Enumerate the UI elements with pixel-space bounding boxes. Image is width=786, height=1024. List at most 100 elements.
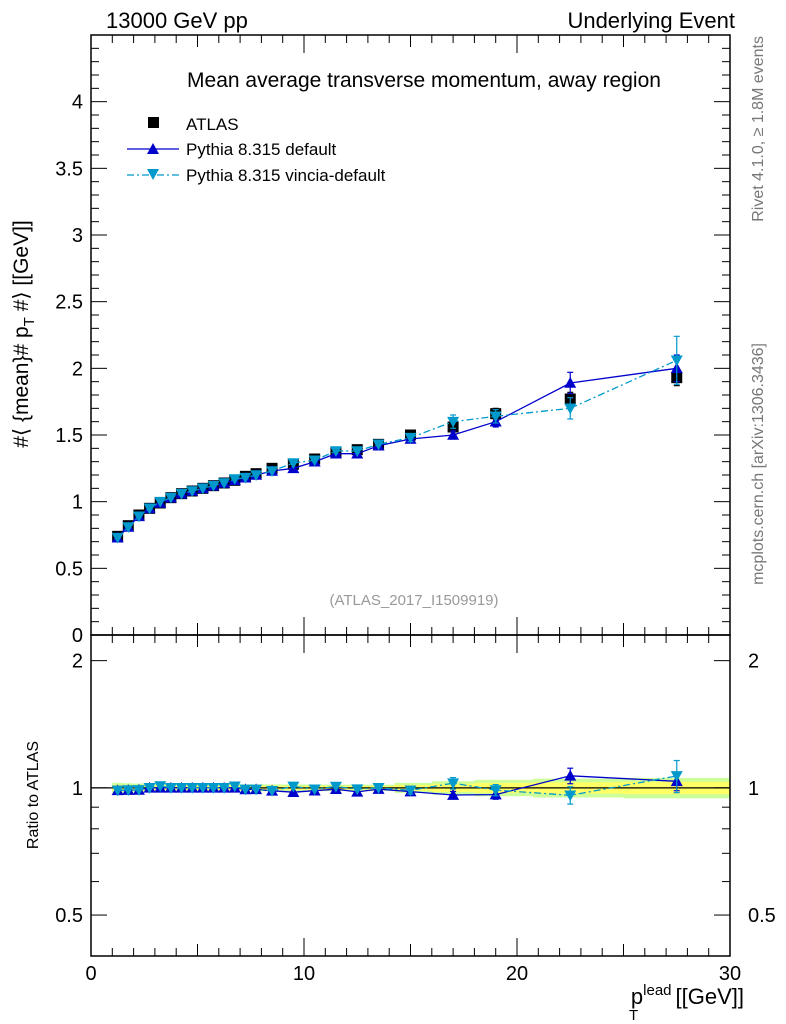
data-point-vincia	[447, 778, 460, 790]
x-tick-label: 30	[719, 963, 741, 985]
ratio-y-tick-label-right: 0.5	[748, 905, 776, 927]
data-point-vincia	[670, 355, 683, 367]
ratio-y-tick-label: 1	[72, 778, 83, 800]
y-tick-label: 4	[72, 92, 83, 114]
data-point-vincia	[143, 783, 156, 794]
ratio-y-tick-label: 0.5	[55, 905, 83, 927]
y-tick-label: 0	[72, 625, 83, 647]
data-point-vincia	[287, 458, 300, 469]
x-axis-label: plead [[GeV]]	[631, 982, 744, 1009]
main-panel: 0 0.5 1 1.5 2 2.5 3 3.5 4 Mean average transvers…	[10, 34, 731, 647]
x-tick-labels: 0 10 20 30	[85, 963, 741, 985]
analysis-id: (ATLAS_2017_I1509919)	[329, 592, 498, 609]
data-point-vincia	[266, 786, 279, 797]
data-point-vincia	[175, 488, 188, 500]
data-point-vincia	[239, 472, 252, 484]
data-point-vincia	[372, 439, 385, 451]
y-axis-label-end: #⟩ [[GeV]]	[10, 220, 33, 317]
y-axis-label: #⟨ {mean}# pT #⟩ [[GeV]]	[10, 220, 38, 448]
header-right: Underlying Event	[567, 8, 735, 33]
ratio-x-ticks	[90, 635, 731, 956]
data-point-vincia	[207, 783, 220, 794]
legend-marker-atlas	[148, 117, 159, 128]
ratio-y-ticks: 0.5 0.5 1 1 2 2	[55, 651, 776, 957]
legend: ATLAS Pythia 8.315 default Pythia 8.315 …	[127, 115, 386, 185]
data-point-vincia	[250, 470, 263, 481]
data-point-vincia	[207, 480, 220, 492]
data-point-vincia	[670, 771, 683, 782]
data-point-vincia	[122, 522, 135, 533]
data-point-vincia	[372, 783, 385, 794]
data-point-vincia	[329, 446, 342, 457]
data-point-vincia	[154, 781, 167, 793]
data-point-vincia	[154, 496, 167, 508]
y-tick-label: 2.5	[55, 292, 83, 314]
data-point-vincia	[250, 784, 263, 796]
series-line-vincia	[117, 359, 678, 539]
data-point-default	[447, 789, 460, 800]
data-point-vincia	[489, 411, 502, 423]
data-point-vincia	[329, 781, 342, 793]
data-point-vincia	[228, 781, 241, 793]
y-tick-label: 3.5	[55, 158, 83, 180]
data-point-vincia	[164, 783, 177, 794]
ratio-y-tick-label-right: 2	[748, 651, 759, 673]
data-point-vincia	[351, 446, 364, 457]
legend-label-vincia: Pythia 8.315 vincia-default	[186, 166, 386, 185]
y-tick-label: 0.5	[55, 558, 83, 580]
data-point-vincia	[239, 784, 252, 796]
ratio-panel: 0.5 0.5 1 1 2 2 Ratio to ATLAS 0 10 20 30 plead […	[25, 634, 776, 1024]
data-point-vincia	[564, 403, 577, 415]
legend-marker-vincia	[147, 169, 159, 180]
y-axis-label-main: #⟨ {mean}# p	[10, 326, 33, 447]
main-x-ticks	[90, 35, 731, 635]
legend-marker-default	[147, 143, 159, 154]
y-tick-label: 2	[72, 358, 83, 380]
header-left: 13000 GeV pp	[106, 8, 248, 33]
data-point-vincia	[122, 785, 135, 797]
data-point-vincia	[143, 503, 156, 515]
legend-label-default: Pythia 8.315 default	[186, 140, 337, 159]
x-tick-label: 10	[293, 963, 315, 985]
data-point-vincia	[132, 785, 145, 796]
main-y-ticks: 0 0.5 1 1.5 2 2.5 3 3.5 4	[55, 34, 730, 647]
data-point-vincia	[287, 781, 300, 793]
data-point-vincia	[404, 785, 417, 797]
data-point-default	[564, 769, 577, 781]
data-point-vincia	[186, 486, 199, 497]
x-axis-label-sup: lead	[643, 982, 671, 999]
ratio-y-tick-label-right: 1	[748, 778, 759, 800]
data-point-vincia	[351, 784, 364, 796]
data-point-vincia	[164, 492, 177, 504]
data-point-vincia	[196, 483, 209, 495]
ratio-y-axis-label: Ratio to ATLAS	[25, 741, 42, 849]
data-point-vincia	[489, 785, 502, 797]
data-point-vincia	[218, 478, 231, 489]
data-point-vincia	[175, 783, 188, 794]
data-point-vincia	[564, 790, 577, 802]
data-point-default	[447, 429, 460, 440]
data-point-vincia	[132, 511, 145, 523]
data-point-vincia	[404, 432, 417, 444]
y-tick-label: 1.5	[55, 425, 83, 447]
data-point-vincia	[308, 784, 321, 796]
y-tick-label: 1	[72, 492, 83, 514]
x-tick-label: 20	[506, 963, 528, 985]
series-line-default	[117, 367, 677, 539]
data-point-default	[564, 377, 577, 388]
data-point-vincia	[111, 785, 124, 797]
data-point-vincia	[186, 783, 199, 794]
x-axis-label-main: p	[631, 984, 643, 1009]
y-tick-label: 3	[72, 225, 83, 247]
ratio-series	[111, 759, 683, 805]
data-point-vincia	[266, 466, 279, 477]
rivet-info: Rivet 4.1.0, ≥ 1.8M events	[750, 36, 767, 222]
x-tick-label: 0	[85, 963, 96, 985]
mcplots-info: mcplots.cern.ch [arXiv:1306.3436]	[750, 343, 767, 585]
main-series	[111, 335, 683, 544]
data-point-vincia	[196, 783, 209, 794]
x-axis-label-sub: T	[629, 1007, 638, 1024]
data-point-vincia	[218, 783, 231, 794]
data-point-vincia	[228, 474, 241, 485]
